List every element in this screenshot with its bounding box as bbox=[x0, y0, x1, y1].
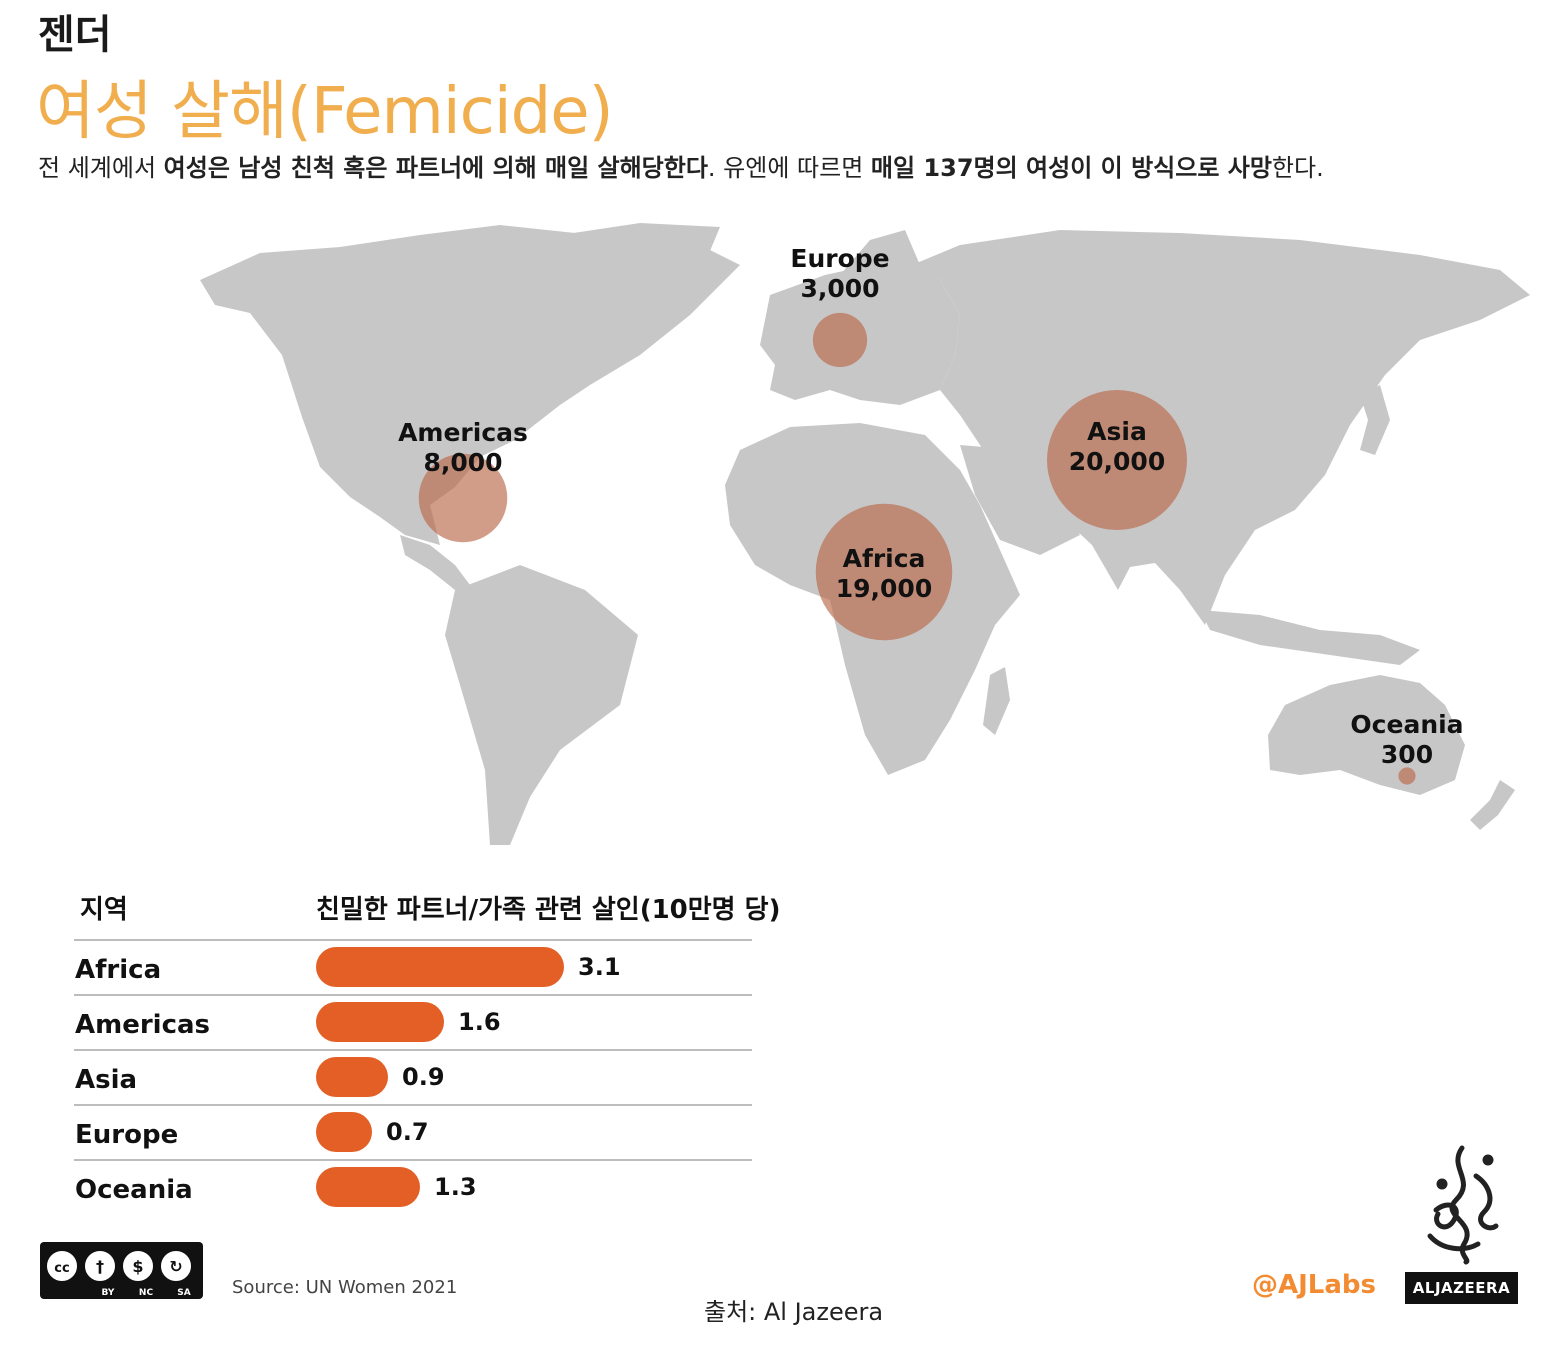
intro-segment: 매일 137명의 여성이 이 방식으로 사망 bbox=[870, 154, 1272, 182]
row-value-europe: 0.7 bbox=[386, 1118, 429, 1146]
row-label-africa: Africa bbox=[75, 955, 161, 985]
region-name-oceania: Oceania bbox=[1350, 710, 1463, 739]
sa-icon-glyph: ↻ bbox=[169, 1257, 182, 1276]
land-japan bbox=[1360, 385, 1390, 455]
region-name-asia: Asia bbox=[1087, 417, 1147, 446]
land-greenland bbox=[560, 223, 720, 315]
land-scandinavia bbox=[840, 230, 920, 297]
bubble-europe bbox=[812, 312, 868, 368]
intro-segment: . 유엔에 따르면 bbox=[707, 154, 871, 182]
intro-text: 전 세계에서 여성은 남성 친척 혹은 파트너에 의해 매일 살해당한다. 유엔… bbox=[38, 150, 1548, 186]
cc-icon bbox=[45, 1249, 79, 1283]
page-title: 여성 살해(Femicide) bbox=[36, 75, 614, 149]
bubble-oceania bbox=[1398, 767, 1416, 785]
land-new-zealand bbox=[1470, 780, 1515, 830]
bar-africa bbox=[316, 947, 564, 987]
nc-icon-glyph: $ bbox=[132, 1257, 143, 1276]
region-value-asia: 20,000 bbox=[1069, 447, 1165, 476]
value-header: 친밀한 파트너/가족 관련 살인(10만명 당) bbox=[316, 895, 780, 925]
row-label-europe: Europe bbox=[75, 1120, 178, 1150]
by-icon bbox=[83, 1249, 117, 1283]
cc-label: SA bbox=[177, 1288, 190, 1298]
region-value-americas: 8,000 bbox=[423, 448, 502, 477]
cc-license-badge: cc † $ ↻ BY NC SA bbox=[40, 1242, 203, 1299]
row-value-americas: 1.6 bbox=[458, 1008, 501, 1036]
land-asia bbox=[900, 230, 1530, 625]
credit-note: 출처: Al Jazeera bbox=[704, 1298, 884, 1326]
land-australia bbox=[1268, 675, 1465, 795]
land-south-america bbox=[445, 565, 638, 845]
intro-segment: 여성은 남성 친척 혹은 파트너에 의해 매일 살해당한다 bbox=[163, 154, 708, 182]
region-name-americas: Americas bbox=[398, 418, 528, 447]
row-label-asia: Asia bbox=[75, 1065, 137, 1095]
intro-segment: 한다. bbox=[1271, 154, 1324, 182]
cc-label: BY bbox=[102, 1288, 115, 1298]
bar-oceania bbox=[316, 1167, 420, 1207]
row-value-asia: 0.9 bbox=[402, 1063, 445, 1091]
region-name-africa: Africa bbox=[843, 544, 926, 573]
category-header: 지역 bbox=[80, 895, 128, 925]
land-indonesia bbox=[1200, 610, 1420, 665]
row-value-oceania: 1.3 bbox=[434, 1173, 477, 1201]
bubble-africa bbox=[815, 503, 953, 641]
region-value-africa: 19,000 bbox=[836, 574, 932, 603]
cc-label: NC bbox=[139, 1288, 154, 1298]
region-value-oceania: 300 bbox=[1381, 740, 1433, 769]
aljazeera-logo-icon bbox=[1427, 1145, 1499, 1265]
row-label-oceania: Oceania bbox=[75, 1175, 193, 1205]
bubble-americas bbox=[418, 453, 508, 543]
bar-rows: Africa 3.1 Americas 1.6 Asia 0.9 Europe 0.7 Ocea… bbox=[74, 939, 752, 1207]
region-value-europe: 3,000 bbox=[800, 274, 879, 303]
cc-icons: cc † $ ↻ BY NC SA bbox=[45, 1249, 193, 1298]
bar-europe bbox=[316, 1112, 372, 1152]
row-label-americas: Americas bbox=[75, 1010, 210, 1040]
source-note: Source: UN Women 2021 bbox=[232, 1277, 458, 1298]
land-madagascar bbox=[983, 667, 1010, 735]
bar-americas bbox=[316, 1002, 444, 1042]
land-north-america bbox=[200, 225, 740, 545]
row-value-africa: 3.1 bbox=[578, 953, 621, 981]
land-arabia bbox=[960, 445, 1080, 555]
bubble-asia bbox=[1047, 390, 1187, 530]
land-british-isles bbox=[770, 300, 795, 340]
aljazeera-wordmark: ALJAZEERA bbox=[1405, 1272, 1518, 1304]
ajlabs-handle: @AJLabs bbox=[1252, 1270, 1376, 1300]
nc-icon bbox=[121, 1249, 155, 1283]
region-name-europe: Europe bbox=[790, 244, 889, 273]
land-central-america bbox=[400, 535, 470, 590]
bar-chart: 지역 친밀한 파트너/가족 관련 살인(10만명 당) Africa 3.1 Ame… bbox=[74, 895, 780, 1207]
category-label: 젠더 bbox=[38, 12, 112, 58]
intro-segment: 전 세계에서 bbox=[38, 154, 164, 182]
cc-icon-glyph: cc bbox=[54, 1261, 69, 1276]
sa-icon bbox=[159, 1249, 193, 1283]
bar-asia bbox=[316, 1057, 388, 1097]
by-icon-glyph: † bbox=[96, 1257, 104, 1276]
